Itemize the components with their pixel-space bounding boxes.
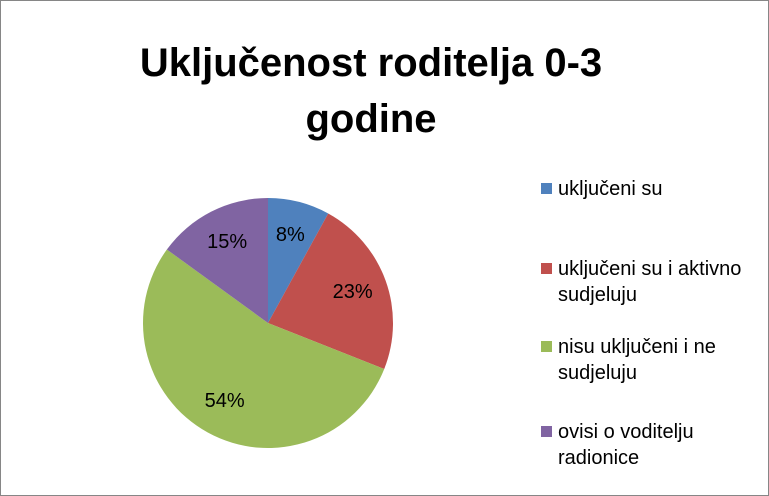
- legend-swatch: [541, 341, 552, 352]
- pie-slice: [268, 198, 329, 323]
- legend-entry: ovisi o voditelju radionice: [541, 419, 758, 471]
- legend-swatch: [541, 183, 552, 194]
- data-label: 54%: [205, 390, 245, 412]
- chart-title: Uključenost roditelja 0-3 godine: [139, 41, 603, 141]
- data-label: 8%: [276, 224, 305, 246]
- data-label: 23%: [333, 281, 373, 303]
- pie-slice: [166, 198, 268, 323]
- data-label: 15%: [207, 231, 247, 253]
- legend-entry: uključeni su: [541, 176, 758, 202]
- legend-swatch: [541, 426, 552, 437]
- legend-swatch: [541, 263, 552, 274]
- legend-entry: nisu uključeni i ne sudjeluju: [541, 334, 758, 386]
- pie-slice: [268, 213, 393, 370]
- pie-slice: [143, 249, 385, 448]
- legend-entry: uključeni su i aktivno sudjeluju: [541, 256, 758, 308]
